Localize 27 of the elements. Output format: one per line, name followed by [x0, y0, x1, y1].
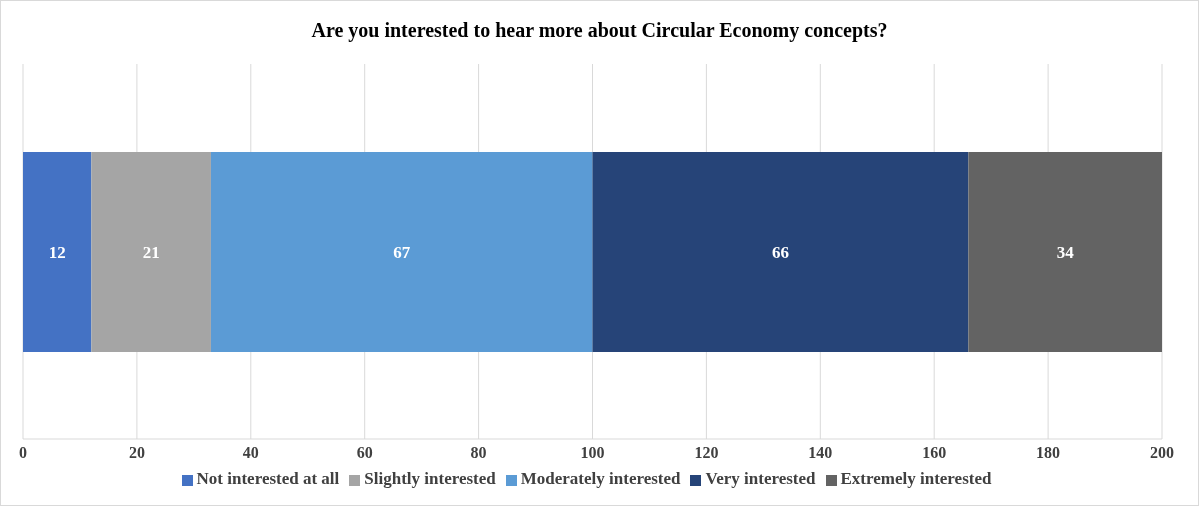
x-tick-label: 40 — [242, 444, 259, 462]
x-tick-label: 80 — [470, 444, 487, 462]
legend-label: Slightly interested — [364, 469, 496, 488]
x-tick-label: 200 — [1150, 444, 1174, 462]
x-tick-label: 60 — [356, 444, 373, 462]
legend-label: Not interested at all — [196, 469, 340, 488]
x-tick-label: 100 — [580, 444, 605, 462]
data-label: 34 — [1056, 243, 1075, 263]
data-label: 67 — [393, 243, 411, 263]
legend-label: Very interested — [705, 469, 816, 488]
chart-title: Are you interested to hear more about Circular Economy concepts? — [310, 19, 889, 42]
x-tick-label: 180 — [1036, 444, 1061, 462]
data-label: 12 — [48, 243, 66, 263]
legend-label: Moderately interested — [520, 469, 681, 488]
data-label: 21 — [142, 243, 160, 263]
x-tick-label: 0 — [19, 444, 27, 462]
bar — [592, 152, 969, 352]
bar — [91, 152, 211, 352]
bar — [23, 152, 92, 352]
x-tick-label: 160 — [922, 444, 947, 462]
x-tick-label: 20 — [128, 444, 145, 462]
bar — [968, 152, 1162, 352]
bar — [210, 152, 593, 352]
data-label: 66 — [771, 243, 789, 263]
x-tick-label: 140 — [808, 444, 833, 462]
x-tick-label: 120 — [694, 444, 719, 462]
legend-label: Extremely interested — [840, 469, 992, 488]
